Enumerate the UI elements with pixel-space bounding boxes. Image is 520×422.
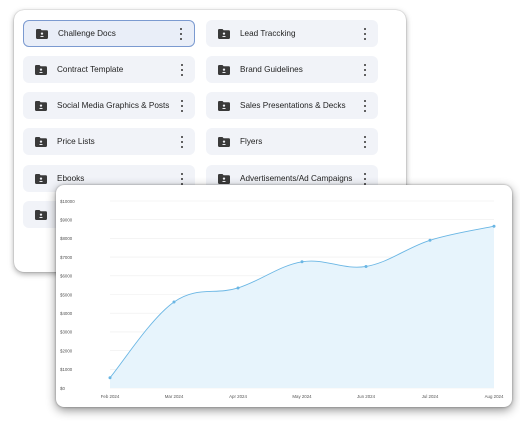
shared-folder-icon — [218, 64, 230, 75]
folder-item[interactable]: Flyers — [206, 128, 378, 155]
folder-item[interactable]: Brand Guidelines — [206, 56, 378, 83]
more-vert-icon[interactable] — [179, 63, 185, 76]
data-point — [172, 300, 176, 304]
shared-folder-icon — [218, 173, 230, 184]
folder-name: Brand Guidelines — [240, 65, 303, 74]
folder-name: Contract Template — [57, 65, 124, 74]
folder-name: Advertisements/Ad Campaigns — [240, 174, 353, 183]
y-tick-label: $4000 — [60, 311, 73, 316]
y-tick-label: $8000 — [60, 236, 73, 241]
data-point — [236, 286, 240, 290]
x-tick-label: Jun 2024 — [357, 394, 376, 399]
more-vert-icon[interactable] — [362, 27, 368, 40]
shared-folder-icon — [35, 136, 47, 147]
more-vert-icon[interactable] — [362, 99, 368, 112]
more-vert-icon[interactable] — [179, 99, 185, 112]
y-tick-label: $0 — [60, 386, 65, 391]
x-tick-label: Jul 2024 — [422, 394, 439, 399]
folder-name: Lead Traccking — [240, 29, 296, 38]
folder-name: Price Lists — [57, 137, 95, 146]
series-area — [110, 226, 494, 388]
folder-item[interactable]: Sales Presentations & Decks — [206, 92, 378, 119]
folder-name: Flyers — [240, 137, 263, 146]
data-point — [364, 264, 368, 268]
y-tick-label: $6000 — [60, 274, 73, 279]
more-vert-icon[interactable] — [362, 172, 368, 185]
shared-folder-icon — [218, 28, 230, 39]
shared-folder-icon — [35, 64, 47, 75]
y-tick-label: $3000 — [60, 330, 73, 335]
y-tick-label: $10000 — [60, 199, 75, 204]
revenue-chart-card: $0 $1000 $2000 $3000 $4000 $5000 $6000 $7000 $80… — [56, 185, 512, 407]
more-vert-icon[interactable] — [179, 135, 185, 148]
y-tick-label: $5000 — [60, 292, 73, 297]
more-vert-icon[interactable] — [178, 27, 184, 40]
x-tick-label: Mar 2024 — [165, 394, 184, 399]
folder-item[interactable]: Price Lists — [23, 128, 195, 155]
shared-folder-icon — [36, 28, 48, 39]
more-vert-icon[interactable] — [362, 135, 368, 148]
shared-folder-icon — [35, 100, 47, 111]
folder-item[interactable]: Lead Traccking — [206, 20, 378, 47]
folder-name: Ebooks — [57, 174, 85, 183]
folder-item[interactable]: Challenge Docs — [23, 20, 195, 47]
y-tick-label: $7000 — [60, 255, 73, 260]
folder-item[interactable]: Social Media Graphics & Posts — [23, 92, 195, 119]
x-tick-label: May 2024 — [292, 394, 312, 399]
more-vert-icon[interactable] — [362, 63, 368, 76]
folder-name: Sales Presentations & Decks — [240, 101, 346, 110]
x-tick-label: Apr 2024 — [229, 394, 247, 399]
shared-folder-icon — [218, 100, 230, 111]
shared-folder-icon — [35, 209, 47, 220]
y-tick-label: $1000 — [60, 367, 73, 372]
x-tick-label: Feb 2024 — [101, 394, 120, 399]
x-tick-label: Aug 2024 — [485, 394, 504, 399]
shared-folder-icon — [218, 136, 230, 147]
folder-name: Social Media Graphics & Posts — [57, 101, 170, 110]
y-tick-label: $2000 — [60, 348, 73, 353]
y-tick-label: $9000 — [60, 218, 73, 223]
more-vert-icon[interactable] — [179, 172, 185, 185]
data-point — [108, 376, 112, 380]
data-point — [428, 238, 432, 242]
data-point — [300, 260, 304, 264]
data-point — [492, 224, 496, 228]
area-chart: $0 $1000 $2000 $3000 $4000 $5000 $6000 $7000 $80… — [60, 199, 504, 399]
folder-item[interactable]: Contract Template — [23, 56, 195, 83]
folder-name: Challenge Docs — [58, 29, 116, 38]
shared-folder-icon — [35, 173, 47, 184]
